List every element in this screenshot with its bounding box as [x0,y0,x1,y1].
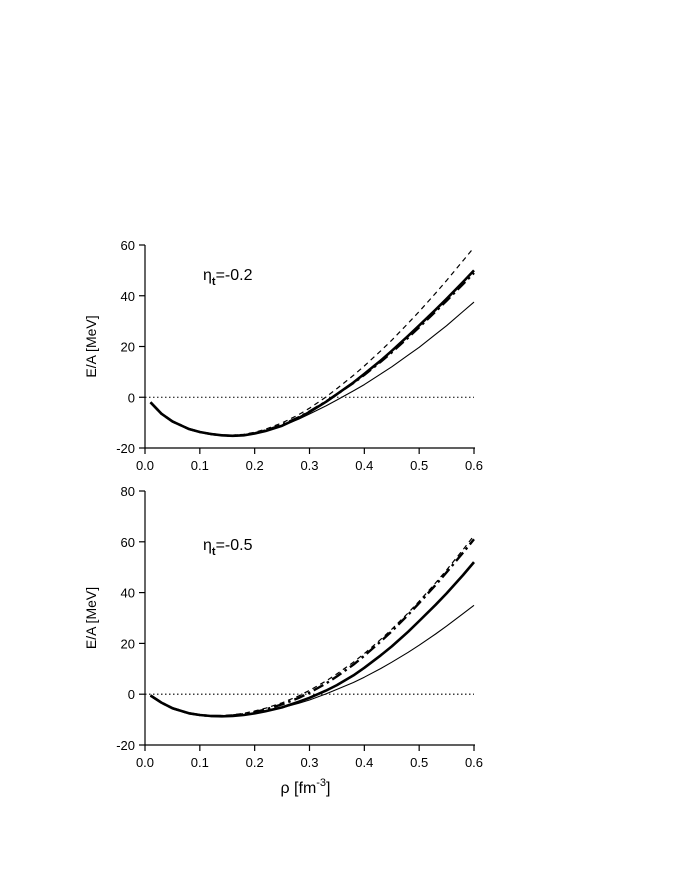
y-tick-label: 80 [121,484,135,499]
x-tick-label: 0.2 [246,755,264,770]
x-tick-label: 0.6 [465,458,483,473]
x-tick-label: 0.1 [191,755,209,770]
y-tick-label: 60 [121,535,135,550]
y-tick-label: 20 [121,636,135,651]
eta-annotation: ηt=-0.2 [203,267,253,288]
chart-panel-2: -20 0 20 40 60 80 0.0 0.1 0.2 0.3 0.4 0.5 0.6 E/A [Me… [83,484,483,797]
series-line-thin-solid [150,301,475,437]
x-tick-label: 0.3 [300,458,318,473]
y-tick-label: -20 [116,441,135,456]
series-line-dash-dot [149,272,475,437]
x-tick-label: 0.0 [136,755,154,770]
y-tick-label: 0 [128,687,135,702]
y-tick-label: 40 [121,586,135,601]
x-tick-label: 0.5 [410,458,428,473]
series-line-thin-dashed [150,535,475,717]
x-tick-label: 0.4 [355,458,373,473]
y-axis-label: E/A [MeV] [83,587,99,649]
y-tick-label: 0 [128,390,135,405]
x-tick-label: 0.2 [246,458,264,473]
x-tick-label: 0.4 [355,755,373,770]
y-tick-label: 40 [121,289,135,304]
series-line-dash-dot [149,538,475,718]
series-line-thick-solid [149,561,475,718]
eta-annotation: ηt=-0.5 [203,537,253,558]
y-tick-label: -20 [116,738,135,753]
series-line-thin-dashed [150,247,475,436]
series-line-thin-solid [150,604,475,717]
x-tick-label: 0.6 [465,755,483,770]
x-tick-label: 0.0 [136,458,154,473]
x-axis-label: ρ [fm-3] [281,777,331,797]
y-tick-label: 60 [121,238,135,253]
x-tick-label: 0.1 [191,458,209,473]
y-axis-label: E/A [MeV] [83,315,99,377]
x-tick-label: 0.3 [300,755,318,770]
y-tick-label: 20 [121,340,135,355]
x-tick-label: 0.5 [410,755,428,770]
chart-panel-1: -20 0 20 40 60 0.0 0.1 0.2 0.3 0.4 0.5 0.6 E/A [MeV]… [83,238,483,473]
